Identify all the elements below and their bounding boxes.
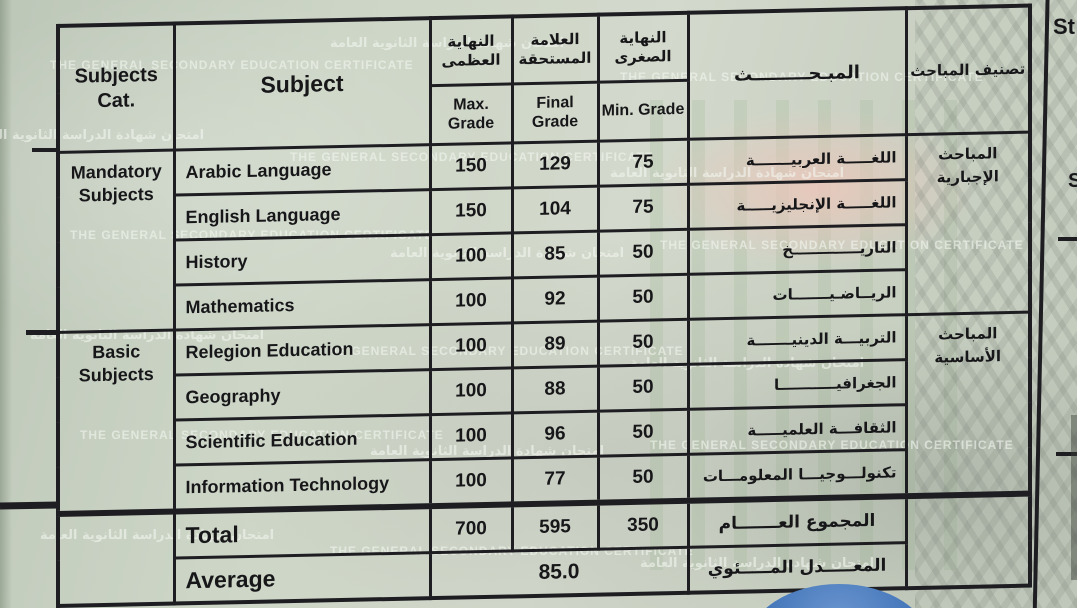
min-grade-cell: 75 [598,184,688,232]
watermark-text: امتحان شهادة الدراسة الثانوية العامة [390,246,625,261]
max-grade-cell: 150 [430,187,512,235]
subject-cell: History [174,234,430,286]
total-final-cell: 595 [512,502,598,551]
paper-left-edge [0,0,12,608]
line-fragment [1056,452,1077,456]
min-grade-cell: 75 [598,139,688,187]
subject-cell: Scientific Education [174,414,430,466]
max-grade-cell: 100 [430,232,512,280]
min-grade-cell: 50 [598,229,688,277]
adjacent-sheet-partial-text: St [1053,14,1075,39]
col-header-subjects-cat: Subjects Cat. [58,23,174,153]
min-grade-cell: 50 [598,409,688,457]
col-header-min-grade: Min. Grade [598,80,688,142]
average-label-cell: Average [174,552,430,604]
total-label-cell: Total [174,506,430,559]
subject-cell: English Language [174,189,430,241]
total-arabic-cell: المجموع العـــــــام [688,496,906,548]
line-fragment [32,148,58,152]
grades-table: Subjects Cat. Subject النهاية العظمى الع… [56,3,1032,608]
min-grade-cell: 50 [598,454,688,503]
final-grade-cell: 104 [512,186,598,233]
subject-arabic-cell: الجغرافيـــــــــــا [688,359,906,410]
final-grade-cell: 89 [512,321,598,368]
watermark-text: THE GENERAL SECONDARY EDUCATION CERTIFIC… [650,438,1014,452]
max-grade-cell: 100 [430,412,512,460]
watermark-text: امتحان شهادة الدراسة الثانوية العامة [630,356,865,371]
subject-arabic-cell: الريــاضـيـــــــات [688,269,906,320]
final-grade-cell: 96 [512,411,598,458]
watermark-text: THE GENERAL SECONDARY EDUCATION CERTIFIC… [620,70,984,84]
watermark-text: امتحان شهادة الدراسة الثانوية العامة [640,556,875,571]
watermark-text: THE GENERAL SECONDARY EDUCATION CERTIFIC… [320,344,684,358]
line-fragment [26,330,60,335]
col-header-final-arabic: العلامة المستحقة [512,14,598,84]
category-cell-mandatory: Mandatory Subjects [58,150,174,333]
watermark-text: امتحان شهادة الدراسة الثانوية العامة [30,328,265,343]
max-grade-cell: 100 [430,322,512,370]
final-grade-cell: 129 [512,141,598,188]
col-header-max-grade: Max. Grade [430,83,512,145]
gray-pattern [915,0,1077,608]
adjacent-sheet-partial-letter: S [1068,170,1077,192]
max-grade-cell: 100 [430,457,512,507]
line-fragment [0,501,59,510]
subject-arabic-cell: اللغـــــة العربيـــــــة [688,134,906,185]
classification-cell-basic: المباحث الأساسية [906,312,1030,497]
pink-watermark-blob [655,108,975,268]
col-header-subject: Subject [174,18,430,151]
col-header-classification-arabic: تصنيف المباحث [906,5,1030,135]
watermark-text: امتحان شهادة الدراسة الثانوية العامة [330,36,565,51]
subject-arabic-cell: الثقافـــة العلميـــــة [688,404,906,455]
watermark-text: THE GENERAL SECONDARY EDUCATION CERTIFIC… [80,428,444,442]
watermark-text: امتحان شهادة الدراسة الثانوية العامة [40,528,275,543]
watermark-text: امتحان شهادة الدراسة الثانوية العامة [0,128,205,143]
watermark-text: THE GENERAL SECONDARY EDUCATION CERTIFIC… [330,544,694,558]
line-fragment [1058,237,1077,241]
watermark-text: امتحان شهادة الدراسة الثانوية العامة [370,444,605,459]
col-header-max-arabic: النهاية العظمى [430,16,512,86]
subject-arabic-cell: تكنولـــوجيـــا المعلومـــات [688,449,906,501]
subject-cell: Mathematics [174,279,430,331]
category-cell-basic: Basic Subjects [58,330,174,514]
final-grade-cell: 88 [512,366,598,413]
watermark-text: THE GENERAL SECONDARY EDUCATION CERTIFIC… [290,150,654,164]
watermark-text: THE GENERAL SECONDARY EDUCATION CERTIFIC… [50,58,414,72]
watermark-text: THE GENERAL SECONDARY EDUCATION CERTIFIC… [660,238,1024,252]
average-value-cell: 85.0 [430,547,688,599]
classification-cell-empty [906,493,1030,589]
final-grade-cell: 92 [512,276,598,323]
total-min-cell: 350 [598,500,688,550]
subject-arabic-cell: التربيـــة الدينيـــــــة [688,314,906,365]
final-grade-cell: 85 [512,231,598,278]
subject-arabic-cell: التاريـــــــــــــخ [688,224,906,275]
watermark-text: امتحان شهادة الدراسة الثانوية العامة [610,166,845,181]
subject-cell: Information Technology [174,459,430,512]
subject-arabic-cell: اللغـــــة الإنجليزيـــــة [688,179,906,230]
subject-cell: Relegion Education [174,324,430,376]
col-header-final-grade: Final Grade [512,82,598,143]
max-grade-cell: 150 [430,142,512,190]
photo-edge-shadow [1071,415,1077,580]
average-arabic-cell: المعـــــدل المـــــئوي [688,542,906,593]
col-header-subject-arabic: المبـحـــــــــث [688,8,906,140]
classification-cell-mandatory: المباحث الإجبارية [906,132,1030,315]
min-grade-cell: 50 [598,274,688,322]
max-grade-cell: 100 [430,277,512,325]
category-cell-empty [58,511,174,606]
col-header-min-arabic: النهاية الصغرى [598,12,688,83]
subject-cell: Arabic Language [174,144,430,196]
min-grade-cell: 50 [598,319,688,367]
max-grade-cell: 100 [430,367,512,415]
final-grade-cell: 77 [512,456,598,505]
min-grade-cell: 50 [598,364,688,412]
subject-cell: Geography [174,369,430,421]
watermark-text: THE GENERAL SECONDARY EDUCATION CERTIFIC… [70,228,434,242]
total-max-cell: 700 [430,504,512,553]
